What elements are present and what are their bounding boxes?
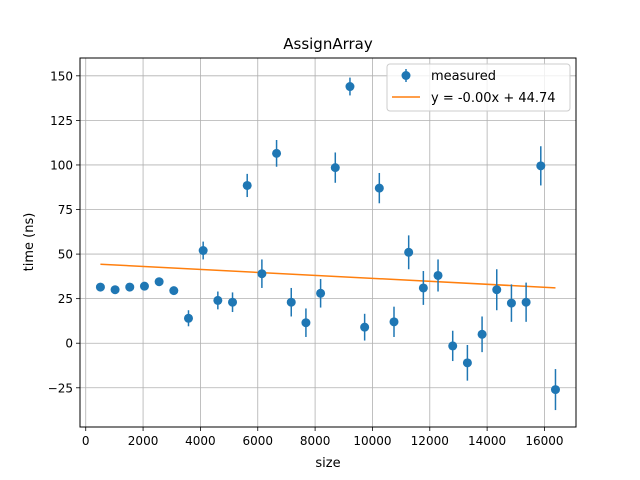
data-point <box>330 163 340 173</box>
data-point <box>125 282 135 292</box>
data-point <box>492 285 502 295</box>
data-point <box>389 317 399 327</box>
data-point <box>418 283 428 293</box>
plot-frame <box>79 57 577 428</box>
data-point <box>242 180 252 190</box>
data-point <box>462 358 472 368</box>
y-tick-label: 25 <box>58 292 73 306</box>
data-point <box>536 161 546 171</box>
y-tick-label: 150 <box>50 69 73 83</box>
legend-fit-label: y = -0.00x + 44.74 <box>431 91 556 106</box>
x-tick-label: 2000 <box>128 434 159 448</box>
data-point <box>183 313 193 323</box>
fit-line <box>100 263 556 289</box>
data-point <box>448 341 458 351</box>
measured-points-layer <box>95 77 560 411</box>
data-point <box>110 285 120 295</box>
data-point <box>272 148 282 158</box>
data-point <box>198 246 208 256</box>
y-tick-label: 75 <box>58 203 73 217</box>
data-point <box>477 329 487 339</box>
data-point <box>506 298 516 308</box>
data-point <box>213 295 223 305</box>
x-tick-label: 8000 <box>300 434 331 448</box>
data-point <box>139 281 149 291</box>
x-tick-label: 12000 <box>411 434 449 448</box>
data-point <box>433 270 443 280</box>
data-point <box>404 247 414 257</box>
y-tick-label: 50 <box>58 248 73 262</box>
data-point <box>228 297 238 307</box>
legend-measured-marker <box>401 71 411 80</box>
chart-title: AssignArray <box>283 35 373 53</box>
data-point <box>301 318 311 328</box>
y-tick-label: 0 <box>65 337 73 351</box>
legend: measured y = -0.00x + 44.74 <box>386 63 571 112</box>
legend-measured-label: measured <box>431 69 496 84</box>
data-point <box>154 277 164 287</box>
data-point <box>521 297 531 307</box>
y-tick-label: −25 <box>48 381 73 395</box>
x-axis-label: size <box>315 456 340 471</box>
data-point <box>316 288 326 298</box>
x-tick-label: 4000 <box>185 434 216 448</box>
y-axis-label: time (ns) <box>22 213 37 272</box>
x-tick-label: 6000 <box>242 434 273 448</box>
grid-lines <box>80 58 576 427</box>
data-point <box>374 183 384 193</box>
data-point <box>550 385 560 395</box>
fit-line-layer <box>100 263 556 289</box>
y-tick-label: 125 <box>50 114 73 128</box>
data-point <box>257 269 267 279</box>
data-point <box>95 282 105 292</box>
axis-ticks: 0 2000 4000 6000 8000 10000 12000 14000 16000 −25… <box>48 69 564 448</box>
data-point <box>345 82 355 92</box>
x-tick-label: 16000 <box>525 434 563 448</box>
x-tick-label: 10000 <box>353 434 391 448</box>
x-tick-label: 14000 <box>468 434 506 448</box>
legend-box <box>386 63 571 112</box>
y-tick-label: 100 <box>50 158 73 172</box>
x-tick-label: 0 <box>82 434 90 448</box>
data-point <box>169 286 179 296</box>
data-point <box>286 297 296 307</box>
data-point <box>360 322 370 332</box>
